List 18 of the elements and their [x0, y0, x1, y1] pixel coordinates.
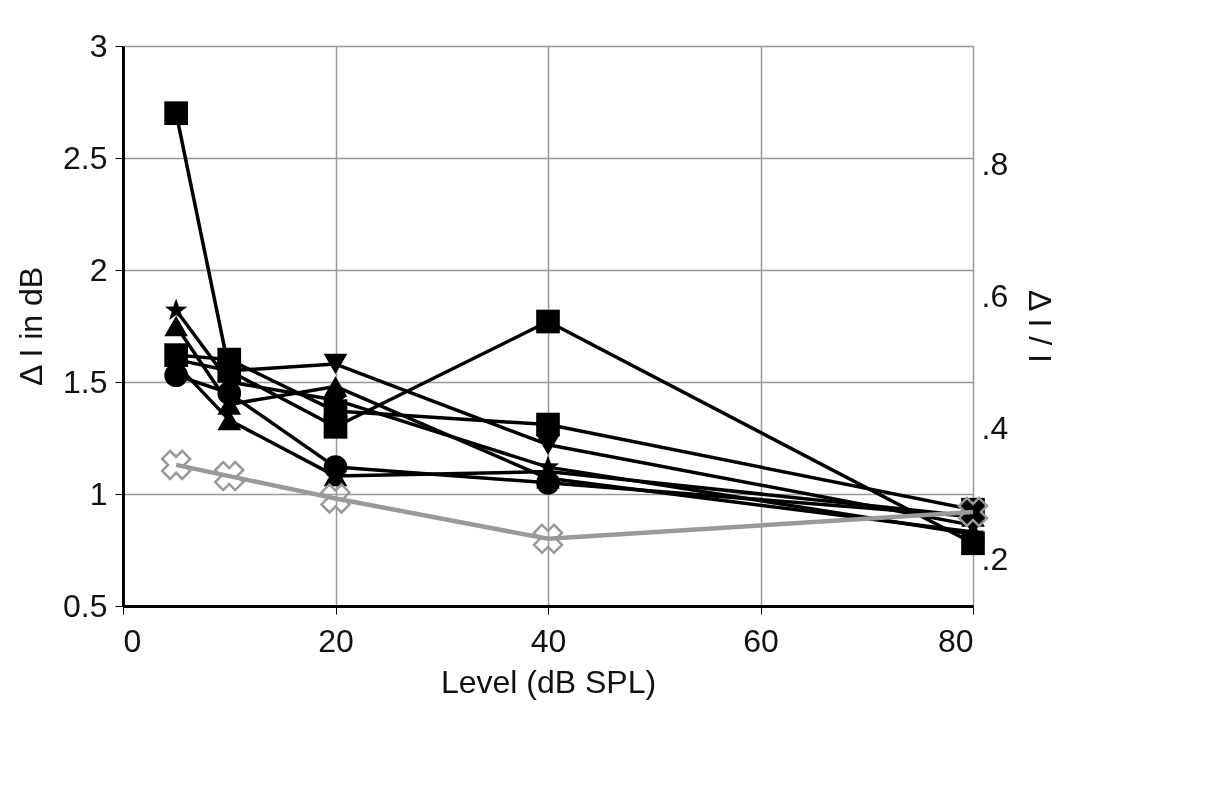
y-tick-label: 1.5 [63, 363, 108, 400]
x-tick-label: 40 [530, 622, 567, 659]
y-axis-title: Δ I in dB [13, 266, 50, 387]
x-tick-label: 0 [123, 622, 142, 659]
x-tick-label: 60 [743, 622, 779, 659]
y2-tick-label: .2 [981, 541, 1009, 578]
y-tick-label: 2.5 [63, 139, 108, 176]
y2-tick-label: .8 [981, 146, 1009, 183]
y2-tick-label: .6 [981, 277, 1009, 314]
x-tick-label: 20 [318, 622, 354, 659]
y2-tick-label: .4 [981, 409, 1009, 446]
y-tick-label: 3 [89, 27, 108, 64]
y-tick-label: 0.5 [63, 587, 108, 624]
y-tick-label: 1 [89, 475, 108, 512]
x-axis-title: Level (dB SPL) [440, 663, 657, 700]
y-tick-label: 2 [89, 251, 108, 288]
y2-axis-title: Δ I / I [1022, 290, 1059, 363]
x-tick-label: 80 [937, 622, 974, 659]
